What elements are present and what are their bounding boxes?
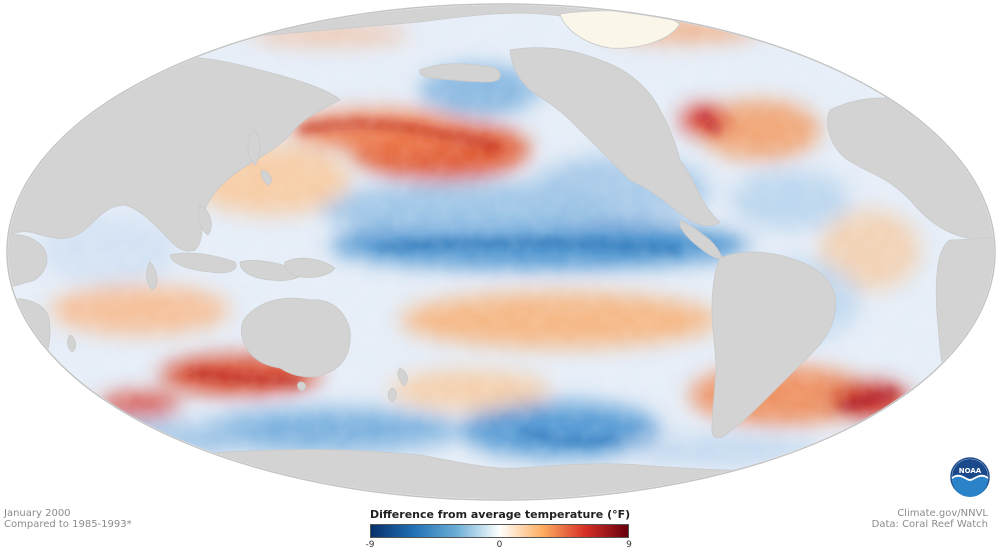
date-line: January 2000: [4, 508, 71, 519]
legend-title: Difference from average temperature (°F): [370, 508, 631, 521]
credit-data-source: Data: Coral Reef Watch: [871, 519, 988, 530]
map-svg: [6, 3, 996, 501]
color-legend: Difference from average temperature (°F)…: [366, 508, 632, 552]
ocean-anomaly-layer: [8, 5, 994, 499]
legend-color-bar: [370, 524, 629, 538]
baseline-line: Compared to 1985-1993*: [4, 519, 132, 530]
noaa-logo: NOAA: [950, 457, 990, 497]
date-block: January 2000 Compared to 1985-1993*: [4, 508, 132, 530]
credit-block: Climate.gov/NNVL Data: Coral Reef Watch: [872, 508, 988, 530]
sst-anomaly-map: [6, 3, 996, 501]
legend-mid-label: 0: [496, 540, 503, 550]
credit-site: Climate.gov/NNVL: [897, 508, 988, 519]
legend-min-label: -9: [365, 540, 375, 550]
legend-max-label: 9: [626, 540, 632, 550]
noaa-logo-text: NOAA: [959, 467, 982, 475]
legend-ticks: -9 0 9: [366, 538, 632, 552]
